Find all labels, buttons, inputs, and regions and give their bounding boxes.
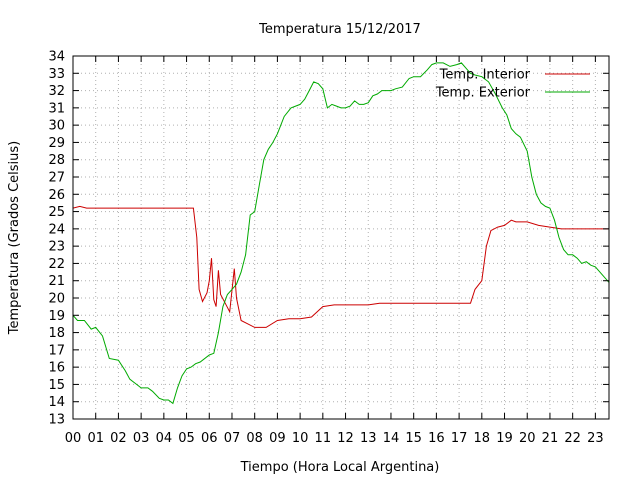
series-layer [72, 62, 610, 405]
x-tick-label: 12 [337, 431, 354, 446]
x-tick-label: 04 [156, 431, 173, 446]
x-tick-label: 03 [133, 431, 150, 446]
ticks: 13 14 15 16 17 18 19 20 21 22 23 24 25 26 27 28 29 30 31 32… [48, 50, 609, 446]
x-tick-label: 05 [178, 431, 195, 446]
plot-frame [72, 55, 610, 420]
x-tick-label: 08 [246, 431, 263, 446]
series-line-exterior [72, 62, 610, 405]
x-tick-label: 15 [405, 431, 422, 446]
y-tick-label: 21 [48, 274, 65, 289]
series-line-interior [72, 205, 609, 328]
x-tick-label: 19 [496, 431, 513, 446]
legend-label: Temp. Interior [439, 68, 531, 83]
y-tick-label: 18 [48, 326, 65, 341]
y-tick-label: 31 [48, 101, 65, 116]
x-tick-label: 21 [542, 431, 559, 446]
x-tick-label: 06 [201, 431, 218, 446]
y-tick-label: 16 [48, 361, 65, 376]
y-tick-label: 19 [48, 309, 65, 324]
y-tick-label: 23 [48, 240, 65, 255]
grid [73, 56, 609, 419]
y-tick-label: 29 [48, 136, 65, 151]
x-tick-label: 02 [110, 431, 127, 446]
x-tick-label: 11 [315, 431, 332, 446]
x-tick-label: 09 [269, 431, 286, 446]
x-tick-label: 17 [451, 431, 468, 446]
legend-label: Temp. Exterior [435, 86, 531, 101]
y-tick-label: 34 [48, 50, 65, 65]
x-tick-label: 20 [519, 431, 536, 446]
y-tick-label: 25 [48, 205, 65, 220]
y-tick-label: 33 [48, 67, 65, 82]
x-tick-label: 16 [428, 431, 445, 446]
x-tick-label: 10 [292, 431, 309, 446]
x-tick-label: 13 [360, 431, 377, 446]
x-tick-label: 00 [65, 431, 82, 446]
y-tick-label: 22 [48, 257, 65, 272]
y-tick-label: 13 [48, 413, 65, 428]
x-tick-label: 14 [383, 431, 400, 446]
x-tick-label: 23 [587, 431, 604, 446]
y-tick-label: 30 [48, 119, 65, 134]
x-tick-label: 18 [474, 431, 491, 446]
y-axis-label: Temperatura (Grados Celsius) [7, 141, 22, 335]
y-tick-label: 32 [48, 84, 65, 99]
y-tick-label: 20 [48, 292, 65, 307]
y-tick-label: 28 [48, 153, 65, 168]
y-tick-label: 15 [48, 378, 65, 393]
x-tick-label: 07 [224, 431, 241, 446]
y-tick-label: 26 [48, 188, 65, 203]
y-tick-label: 24 [48, 222, 65, 237]
x-tick-label: 22 [564, 431, 581, 446]
y-tick-label: 27 [48, 171, 65, 186]
x-tick-label: 01 [87, 431, 104, 446]
legend: Temp. Interior Temp. Exterior [435, 68, 590, 101]
y-tick-label: 17 [48, 343, 65, 358]
y-tick-label: 14 [48, 395, 65, 410]
x-axis-label: Tiempo (Hora Local Argentina) [240, 460, 440, 475]
chart-title: Temperatura 15/12/2017 [258, 22, 421, 37]
